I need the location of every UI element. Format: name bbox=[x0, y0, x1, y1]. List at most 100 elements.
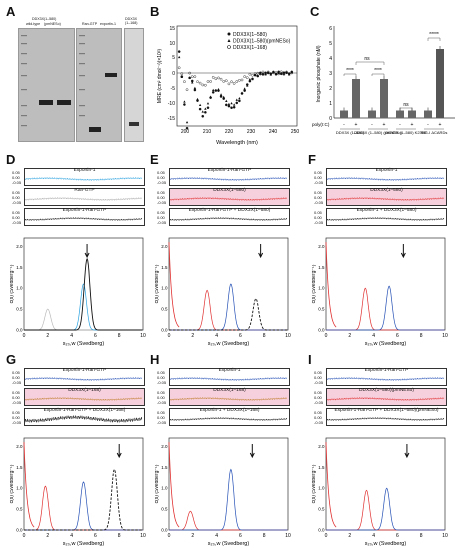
residual-ytick: 0.05 bbox=[157, 390, 165, 395]
cs-xtick: 4 bbox=[372, 333, 375, 339]
cs-ytick: 0.0 bbox=[16, 328, 23, 333]
b-data-point bbox=[246, 84, 249, 87]
cs-xtick: 8 bbox=[420, 533, 423, 539]
residual-noise bbox=[327, 216, 444, 222]
residual-title: Exportin-1 + DDX3X(1–168) bbox=[199, 408, 260, 413]
residual-ytick: 0.00 bbox=[157, 215, 165, 220]
cs-ytick: 0.0 bbox=[16, 528, 23, 533]
residual-noise bbox=[327, 176, 444, 182]
residual-plot: Exportin-1-Ran-GTP 0.05 0.00 -0.05 bbox=[12, 208, 145, 226]
residual-noise bbox=[25, 216, 142, 222]
b-data-point bbox=[177, 55, 181, 59]
residual-ytick: -0.05 bbox=[314, 380, 324, 385]
cs-ylabel: c(s) (Svedberg⁻¹) bbox=[10, 264, 15, 303]
residual-title: Exportin-1 bbox=[73, 168, 96, 173]
residual-ytick: 0.05 bbox=[157, 190, 165, 195]
residual-plot: Exportin-1-Ran-GTP + DDX3X(1–168) 0.05 0.0… bbox=[12, 408, 145, 426]
residual-ytick: 0.05 bbox=[12, 410, 20, 415]
c-sign-4: + bbox=[383, 122, 386, 128]
cs-xtick: 4 bbox=[215, 533, 218, 539]
b-data-point bbox=[193, 86, 197, 90]
gel1-col-1: wild-type bbox=[26, 22, 41, 26]
residual-plot: Ran-GTP 0.05 0.00 -0.05 bbox=[12, 188, 145, 206]
gel1-header: DDX3X(1–580) bbox=[32, 17, 57, 21]
b-data-point bbox=[219, 95, 223, 98]
residual-title: Exportin-1-Ran-GTP + DDX3X(1–580) bbox=[188, 208, 271, 213]
cs-peak-curve bbox=[24, 468, 143, 531]
residual-ytick: 0.00 bbox=[157, 195, 165, 200]
residual-ytick: 0.05 bbox=[314, 370, 322, 375]
b-legend-marker-1 bbox=[227, 32, 231, 36]
cs-distribution-plot: 0 2 4 6 8 10 0.0 0.5 1.0 1.5 2.0 s₂₀,w (Svedberg) c(… bbox=[10, 237, 146, 347]
residual-ytick: 0.05 bbox=[157, 210, 165, 215]
residual-ytick: -0.05 bbox=[12, 220, 22, 225]
b-legend-3: DDX3X(1–168) bbox=[233, 45, 267, 51]
cs-ytick: 2.0 bbox=[16, 444, 23, 449]
cs-ytick: 1.0 bbox=[161, 286, 168, 291]
gel2-col-2: exportin-1 bbox=[100, 22, 116, 26]
cs-xtick: 6 bbox=[239, 533, 242, 539]
cs-ytick: 0.5 bbox=[318, 307, 325, 312]
residual-ytick: 0.05 bbox=[314, 410, 322, 415]
cs-xlabel: s₂₀,w (Svedberg) bbox=[63, 541, 105, 547]
b-data-point bbox=[238, 99, 241, 103]
residual-ytick: -0.05 bbox=[157, 180, 167, 185]
cs-ytick: 1.5 bbox=[16, 465, 23, 470]
b-data-point bbox=[240, 78, 244, 82]
residual-ytick: 0.05 bbox=[12, 370, 20, 375]
residual-plot: Exportin-1-Ran-GTP + DDX3X(1–580)(pmNESo… bbox=[314, 408, 447, 426]
b-ytick-7: -15 bbox=[168, 116, 175, 122]
b-data-point bbox=[256, 71, 260, 75]
cs-xtick: 10 bbox=[442, 333, 448, 339]
cs-peak-curve bbox=[169, 297, 288, 331]
panel-a-gels: DDX3X(1–580) wild-type (pmNESo) Ran-GTP … bbox=[10, 17, 145, 143]
b-data-point bbox=[201, 83, 205, 87]
cs-xtick: 2 bbox=[46, 533, 49, 539]
b-data-point bbox=[259, 72, 262, 76]
residual-title: DDX3X(1–168) bbox=[68, 388, 101, 393]
panel-label-d: D bbox=[6, 152, 16, 167]
residual-noise bbox=[170, 176, 287, 182]
residual-plot: DDX3X(1–168) 0.05 0.00 -0.05 bbox=[157, 388, 290, 406]
residual-title: Exportin-1 + DDX3X(1–580) bbox=[356, 208, 417, 213]
cs-xtick: 6 bbox=[94, 533, 97, 539]
residual-title: DDX3X(1–580) bbox=[213, 188, 246, 193]
cs-xtick: 10 bbox=[442, 533, 448, 539]
gel3-header: DDX3X (1–168) bbox=[125, 17, 138, 25]
b-data-point bbox=[222, 95, 225, 99]
residual-noise bbox=[327, 376, 444, 382]
cd-spectrum-chart: 15 10 5 0 -5 -10 -15 200 210 220 230 240… bbox=[157, 25, 299, 146]
cs-peak-curve bbox=[24, 308, 143, 331]
cs-xtick: 0 bbox=[325, 333, 328, 339]
residual-ytick: 0.00 bbox=[12, 215, 20, 220]
cs-ytick: 0.5 bbox=[161, 507, 168, 512]
cs-ytick: 1.0 bbox=[16, 486, 23, 491]
residual-noise bbox=[25, 376, 142, 382]
gel-1 bbox=[18, 28, 75, 142]
b-data-point bbox=[243, 87, 246, 90]
b-data-point bbox=[196, 97, 199, 101]
cs-ylabel: c(s) (Svedberg⁻¹) bbox=[10, 464, 15, 503]
b-xlabel: Wavelength (nm) bbox=[216, 140, 258, 146]
residual-ytick: 0.00 bbox=[314, 215, 322, 220]
cs-low-s-curve bbox=[325, 242, 337, 328]
residual-ytick: -0.05 bbox=[314, 420, 324, 425]
residual-ytick: -0.05 bbox=[12, 200, 22, 205]
b-data-point bbox=[261, 72, 265, 75]
residual-ytick: -0.05 bbox=[157, 220, 167, 225]
auc-panel-h: Exportin-1 0.05 0.00 -0.05 DDX3X(1–168) 0.05 0… bbox=[155, 368, 300, 547]
b-data-point bbox=[287, 73, 291, 76]
residual-ytick: 0.00 bbox=[12, 175, 20, 180]
b-data-point bbox=[230, 101, 233, 105]
residual-ytick: 0.05 bbox=[157, 370, 165, 375]
residual-ytick: -0.05 bbox=[157, 200, 167, 205]
b-data-point bbox=[190, 75, 194, 79]
cs-ylabel: c(s) (Svedberg⁻¹) bbox=[312, 464, 317, 503]
b-data-point bbox=[219, 77, 223, 81]
residual-plot: Exportin-1-Ran-GTP + DDX3X(1–580) 0.05 0.0… bbox=[157, 208, 290, 226]
b-data-point bbox=[269, 72, 273, 75]
residual-noise bbox=[170, 376, 287, 382]
residual-plot: Exportin-1 0.05 0.00 -0.05 bbox=[314, 168, 447, 186]
c-bar bbox=[380, 79, 388, 118]
residual-noise bbox=[170, 196, 287, 202]
